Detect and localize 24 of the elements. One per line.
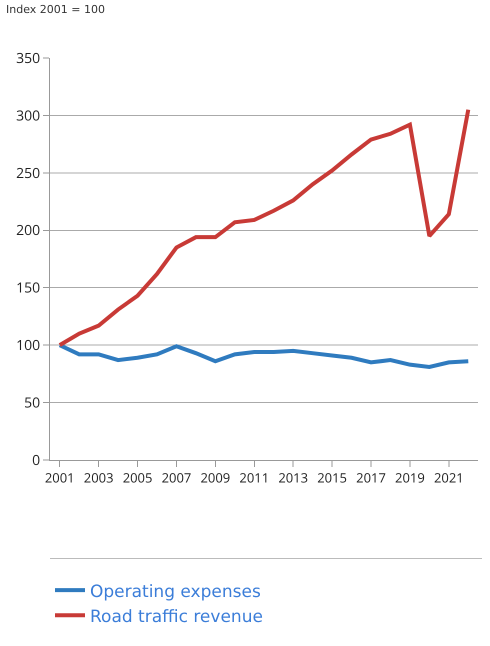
y-tick-label: 350	[16, 48, 40, 68]
x-tick-label: 2009	[200, 468, 230, 487]
x-tick-label: 2017	[356, 468, 386, 487]
y-axis-title: Index 2001 = 100	[6, 3, 105, 16]
legend-label: Operating expenses	[90, 582, 261, 602]
line-series	[58, 343, 470, 369]
y-tick-label: 100	[16, 336, 40, 356]
y-tick-label: 150	[16, 278, 40, 298]
y-tick-label: 200	[16, 221, 40, 240]
y-tick-label: 300	[16, 106, 40, 126]
y-tick-label: 0	[32, 450, 40, 470]
x-tick-label: 2013	[278, 468, 308, 487]
x-tick-label: 2019	[395, 468, 425, 487]
line-series	[58, 108, 470, 348]
x-tick-label: 2011	[239, 468, 270, 487]
x-tick-label: 2021	[434, 468, 464, 487]
x-tick-label: 2015	[317, 468, 347, 487]
x-tick-label: 2007	[162, 468, 192, 487]
legend-label: Road traffic revenue	[90, 606, 263, 627]
x-tick-label: 2001	[44, 468, 75, 487]
y-tick-label: 250	[16, 164, 40, 183]
x-tick-label: 2005	[122, 468, 152, 487]
x-tick-label: 2003	[84, 468, 114, 487]
y-tick-label: 50	[24, 393, 40, 412]
